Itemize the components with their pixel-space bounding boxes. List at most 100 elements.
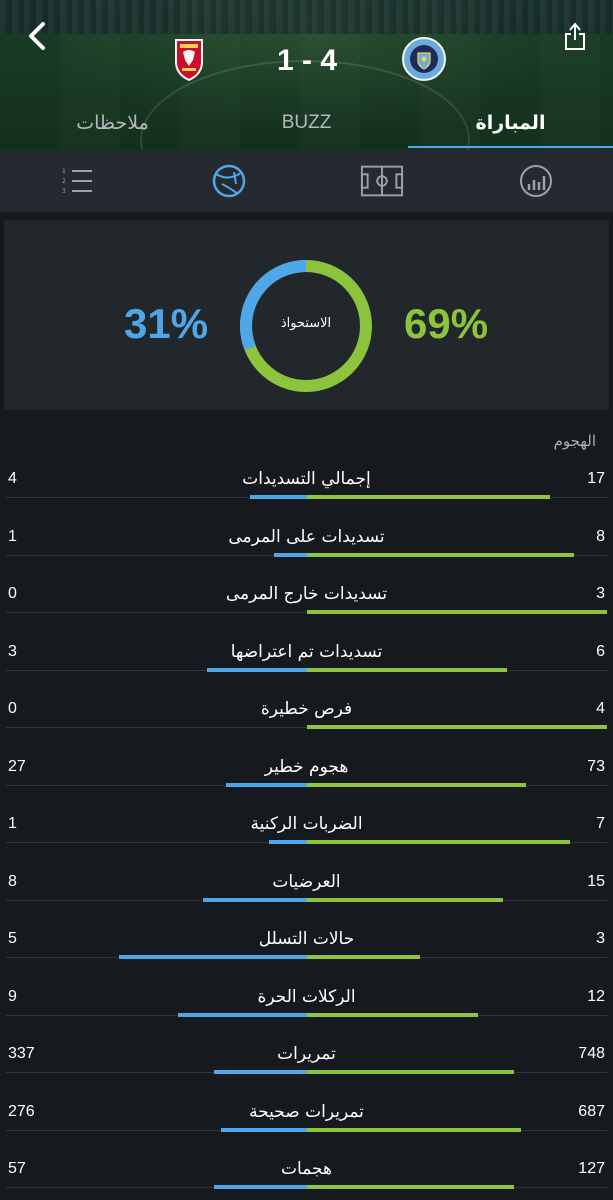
stat-away-bar bbox=[214, 1185, 307, 1189]
possession-label: الاستحواذ bbox=[280, 316, 332, 331]
stat-away-value: 276 bbox=[8, 1102, 35, 1120]
manchester-city-crest-icon bbox=[401, 36, 447, 82]
pitch-icon bbox=[360, 165, 404, 197]
stat-home-value: 4 bbox=[596, 700, 605, 717]
stat-away-value: 27 bbox=[8, 757, 26, 775]
stats-chart-button[interactable] bbox=[514, 160, 558, 202]
stat-label: تسديدات خارج المرمى bbox=[225, 584, 388, 604]
stat-away-value: 5 bbox=[8, 930, 17, 947]
stat-away-value: 8 bbox=[8, 872, 17, 890]
stat-home-bar bbox=[307, 955, 420, 959]
stat-away-value: 4 bbox=[8, 470, 17, 487]
stat-label: تسديدات على المرمى bbox=[228, 526, 385, 547]
stat-home-bar bbox=[307, 552, 574, 557]
stat-home-value: 748 bbox=[578, 1045, 605, 1062]
stat-home-bar bbox=[307, 840, 570, 844]
stat-row: 0 فرص خطيرة 4 bbox=[0, 682, 613, 739]
stat-row: 57 هجمات 127 bbox=[0, 1142, 613, 1199]
chevron-left-icon bbox=[29, 22, 45, 50]
stat-home-bar bbox=[307, 782, 526, 787]
liverpool-crest-icon bbox=[166, 36, 212, 82]
stat-home-value: 3 bbox=[596, 585, 605, 602]
stat-away-bar bbox=[250, 495, 307, 499]
stat-home-value: 17 bbox=[587, 470, 605, 487]
stat-label: هجمات bbox=[281, 1159, 332, 1179]
stat-home-bar bbox=[307, 897, 503, 902]
section-title-attack: الهجوم bbox=[553, 432, 596, 450]
stat-home-value: 73 bbox=[587, 757, 605, 775]
stat-home-value: 8 bbox=[596, 527, 605, 545]
ball-icon bbox=[212, 164, 246, 198]
stat-row: 4 إجمالي التسديدات 17 bbox=[0, 452, 613, 509]
stat-away-value: 1 bbox=[8, 527, 17, 545]
match-tabs: ملاحظات BUZZ المباراة bbox=[0, 98, 613, 150]
stat-away-bar bbox=[203, 897, 307, 902]
view-icon-bar: 1 2 3 bbox=[0, 150, 613, 212]
svg-text:2: 2 bbox=[62, 178, 66, 185]
match-header: 1 - 4 ملاحظات BUZZ المباراة bbox=[0, 0, 613, 150]
stat-row: 1 الضربات الركنية 7 bbox=[0, 797, 613, 854]
stat-row: 276 تمريرات صحيحة 687 bbox=[0, 1085, 613, 1142]
lineup-list-icon: 1 2 3 bbox=[62, 168, 92, 195]
stat-away-bar bbox=[226, 782, 307, 787]
stat-row: 3 تسديدات تم اعتراضها 6 bbox=[0, 625, 613, 682]
match-score: 1 - 4 bbox=[276, 44, 338, 77]
stat-away-value: 1 bbox=[8, 815, 17, 832]
stat-away-bar bbox=[269, 840, 307, 844]
stat-track bbox=[6, 612, 607, 613]
home-possession: 69% bbox=[404, 300, 489, 347]
stat-row: 9 الركلات الحرة 12 bbox=[0, 970, 613, 1027]
stat-label: تمريرات صحيحة bbox=[249, 1101, 364, 1122]
stat-away-value: 0 bbox=[8, 585, 17, 602]
stats-chart-icon bbox=[520, 165, 552, 197]
stat-away-bar bbox=[207, 667, 307, 672]
stat-row: 8 العرضيات 15 bbox=[0, 855, 613, 912]
possession-donut bbox=[240, 260, 372, 392]
stat-home-bar bbox=[307, 610, 607, 614]
stat-home-value: 127 bbox=[578, 1160, 605, 1177]
possession-panel: 31% الاستحواذ 69% bbox=[4, 220, 609, 410]
back-button[interactable] bbox=[22, 18, 52, 54]
stat-away-bar bbox=[274, 552, 307, 557]
stat-home-value: 687 bbox=[578, 1102, 605, 1120]
stat-home-bar bbox=[307, 1127, 521, 1132]
stat-home-value: 15 bbox=[587, 872, 605, 890]
stat-away-value: 57 bbox=[8, 1160, 26, 1177]
stat-away-value: 3 bbox=[8, 642, 17, 660]
tab-buzz[interactable]: BUZZ bbox=[281, 112, 332, 133]
stat-label: الضربات الركنية bbox=[250, 814, 363, 834]
stat-home-bar bbox=[307, 495, 550, 499]
stat-home-bar bbox=[307, 1185, 514, 1189]
share-button[interactable] bbox=[560, 18, 590, 54]
stat-home-value: 3 bbox=[596, 930, 605, 947]
stat-label: الركلات الحرة bbox=[257, 986, 356, 1007]
stat-home-bar bbox=[307, 1070, 514, 1074]
svg-text:3: 3 bbox=[62, 188, 66, 195]
stat-away-bar bbox=[221, 1127, 307, 1132]
stat-home-value: 12 bbox=[587, 987, 605, 1005]
stat-label: هجوم خطير bbox=[264, 756, 349, 777]
stat-away-value: 9 bbox=[8, 987, 17, 1005]
tab-notes[interactable]: ملاحظات bbox=[76, 112, 149, 134]
stat-label: حالات التسلل bbox=[258, 929, 355, 949]
stat-home-value: 7 bbox=[596, 815, 605, 832]
stat-row: 27 هجوم خطير 73 bbox=[0, 740, 613, 797]
active-tab-indicator bbox=[408, 146, 613, 148]
stat-away-value: 337 bbox=[8, 1045, 35, 1062]
stat-home-value: 6 bbox=[596, 642, 605, 660]
stat-row: 0 تسديدات خارج المرمى 3 bbox=[0, 567, 613, 624]
stadium-crowd bbox=[0, 0, 613, 34]
stat-label: فرص خطيرة bbox=[260, 699, 353, 719]
stat-away-bar bbox=[214, 1070, 307, 1074]
tab-match[interactable]: المباراة bbox=[475, 112, 546, 134]
stat-row: 1 تسديدات على المرمى 8 bbox=[0, 510, 613, 567]
stat-home-bar bbox=[307, 1012, 478, 1017]
stat-away-value: 0 bbox=[8, 700, 17, 717]
stat-away-bar bbox=[178, 1012, 307, 1017]
stat-row: 5 حالات التسلل 3 bbox=[0, 912, 613, 969]
stat-label: تسديدات تم اعتراضها bbox=[230, 641, 383, 662]
pitch-button[interactable] bbox=[360, 160, 404, 202]
lineup-list-button[interactable]: 1 2 3 bbox=[54, 160, 98, 202]
ball-button[interactable] bbox=[207, 160, 251, 202]
stat-row: 337 تمريرات 748 bbox=[0, 1027, 613, 1084]
